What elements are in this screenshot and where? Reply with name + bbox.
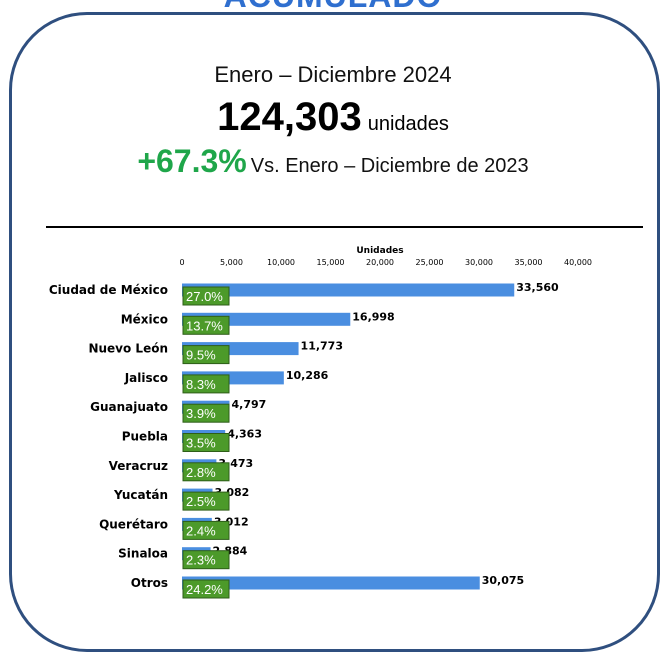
bar	[182, 576, 480, 590]
value-label: 16,998	[352, 310, 394, 323]
share-label: 24.2%	[186, 582, 223, 597]
share-label: 8.3%	[186, 377, 216, 392]
x-tick-label: 30,000	[465, 258, 493, 267]
share-badge	[182, 579, 230, 599]
share-label: 3.5%	[186, 436, 216, 451]
share-label: 9.5%	[186, 348, 216, 363]
x-tick-label: 15,000	[317, 258, 345, 267]
share-badge	[182, 491, 230, 511]
growth-comparison: Vs. Enero – Diciembre de 2023	[250, 155, 529, 177]
category-label: Nuevo León	[88, 342, 168, 356]
x-tick-label: 10,000	[267, 258, 295, 267]
share-badge	[182, 550, 230, 570]
value-label: 33,560	[516, 281, 559, 294]
share-badge	[182, 345, 230, 365]
category-label: Guanajuato	[90, 400, 168, 414]
bar-chart: Unidades 0 5,000 10,000 15,000 20,000 25,000 30…	[49, 246, 592, 599]
category-label: Otros	[131, 576, 168, 590]
total-value: 124,303	[217, 95, 362, 139]
divider	[46, 226, 643, 228]
value-label: 4,797	[231, 398, 266, 411]
category-label: Ciudad de México	[49, 283, 168, 297]
share-badge	[182, 403, 230, 423]
share-label: 13.7%	[186, 318, 223, 333]
card-frame	[9, 12, 660, 652]
share-badge	[182, 286, 230, 306]
share-label: 2.3%	[186, 553, 216, 568]
bar	[182, 283, 515, 297]
value-label: 11,773	[301, 340, 343, 353]
x-tick-label: 40,000	[564, 258, 592, 267]
x-axis-title: Unidades	[356, 246, 403, 256]
share-badge	[182, 520, 230, 540]
category-label: Querétaro	[99, 517, 168, 531]
growth-line: +67.3% Vs. Enero – Diciembre de 2023	[0, 143, 666, 180]
period-label: Enero – Diciembre 2024	[214, 62, 452, 87]
share-label: 27.0%	[186, 289, 223, 304]
x-tick-label: 20,000	[366, 258, 394, 267]
share-badge	[182, 315, 230, 335]
share-badge	[182, 462, 230, 482]
section-title: ACUMULADO	[0, 0, 666, 15]
total-line: 124,303 unidades	[0, 95, 666, 140]
growth-value: +67.3%	[137, 143, 247, 179]
share-label: 2.8%	[186, 465, 216, 480]
value-label: 10,286	[286, 369, 329, 382]
category-label: Yucatán	[113, 488, 168, 502]
total-unit: unidades	[367, 113, 449, 135]
value-label: 4,363	[227, 428, 262, 441]
category-label: Veracruz	[109, 459, 168, 473]
x-tick-label: 35,000	[515, 258, 543, 267]
share-label: 3.9%	[186, 406, 216, 421]
value-label: 30,075	[482, 574, 524, 587]
share-badge	[182, 433, 230, 452]
x-tick-label: 5,000	[220, 258, 243, 267]
x-tick-label: 25,000	[416, 258, 444, 267]
x-tick-label: 0	[179, 258, 184, 267]
share-label: 2.5%	[186, 494, 216, 509]
category-label: Sinaloa	[118, 547, 168, 561]
share-badge	[182, 374, 230, 394]
category-label: Jalisco	[124, 371, 168, 385]
share-label: 2.4%	[186, 523, 216, 538]
category-label: Puebla	[122, 430, 168, 444]
category-label: México	[121, 312, 168, 326]
